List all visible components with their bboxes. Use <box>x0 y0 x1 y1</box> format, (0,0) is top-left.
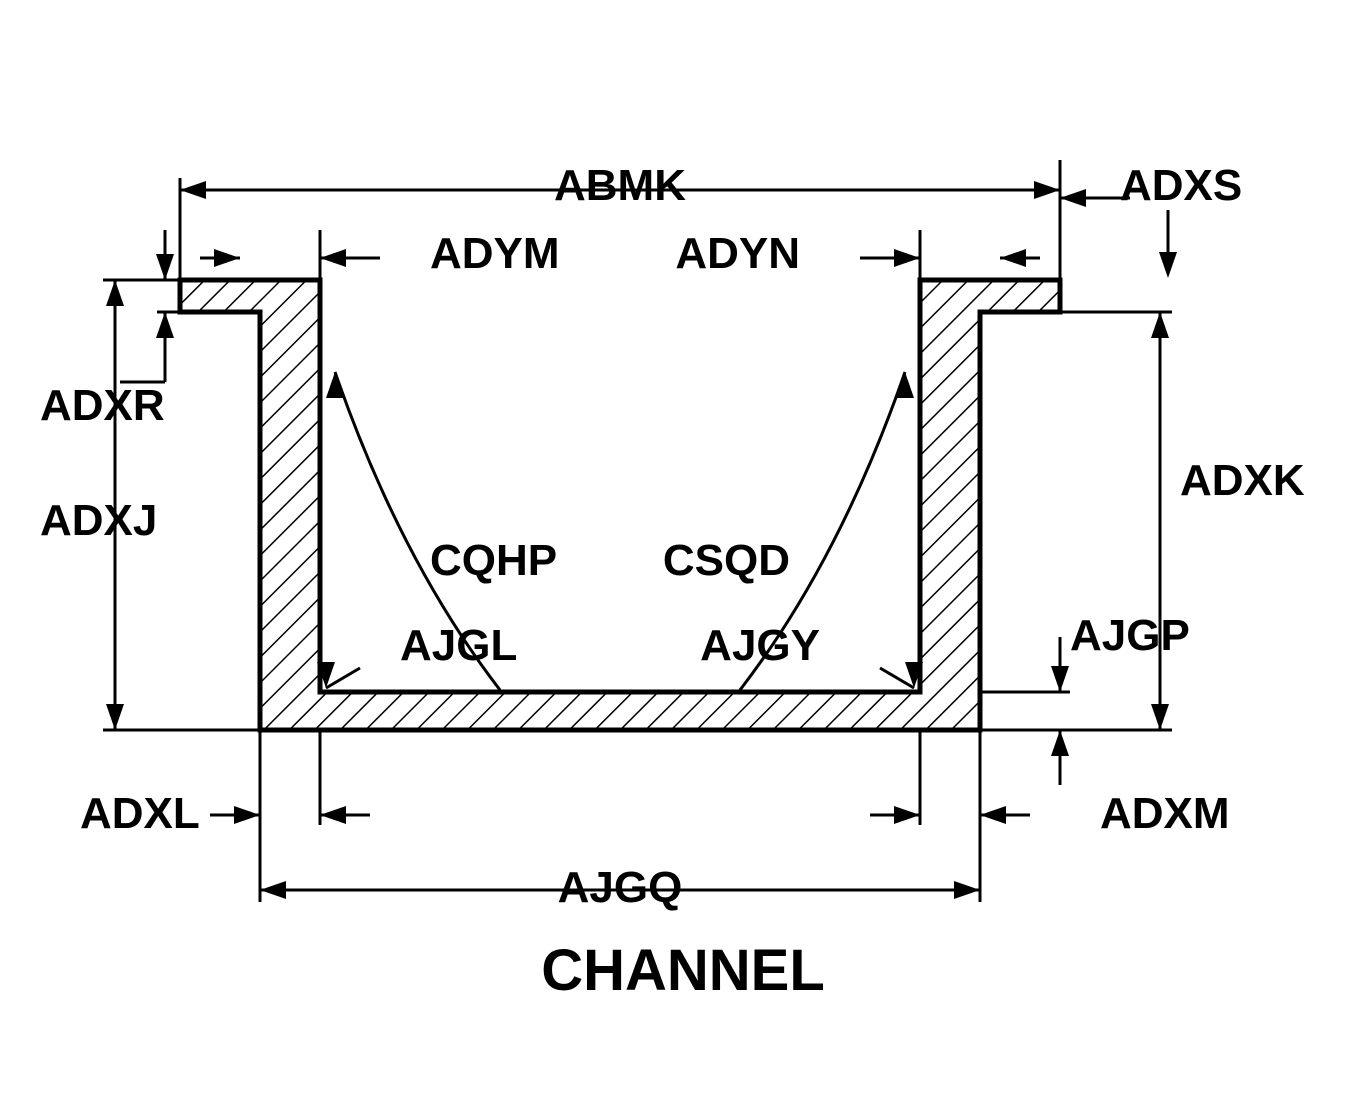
dim-label-adym: ADYM <box>430 229 560 278</box>
dim-label-csqd: CSQD <box>663 536 790 585</box>
dim-label-adxk: ADXK <box>1180 456 1305 505</box>
channel-diagram: ABMK ADXS ADYM ADYN ADXJ ADXR ADXK AJGP ADXL ADXM… <box>0 0 1367 1093</box>
dim-label-adxm: ADXM <box>1100 789 1230 838</box>
dim-label-ajgq: AJGQ <box>558 863 683 912</box>
dimensions: ABMK ADXS ADYM ADYN ADXJ ADXR ADXK AJGP ADXL ADXM… <box>40 160 1305 912</box>
dim-label-adyn: ADYN <box>675 229 800 278</box>
diagram-title: CHANNEL <box>541 938 825 1003</box>
dim-label-adxj: ADXJ <box>40 496 157 545</box>
dim-label-cqhp: CQHP <box>430 536 557 585</box>
dim-label-ajgl: AJGL <box>400 621 517 670</box>
dim-label-adxl: ADXL <box>80 789 200 838</box>
dim-label-abmk: ABMK <box>554 161 686 210</box>
dim-label-ajgy: AJGY <box>700 621 820 670</box>
dim-label-adxs: ADXS <box>1120 161 1242 210</box>
dim-label-ajgp: AJGP <box>1070 611 1190 660</box>
dim-label-adxr: ADXR <box>40 381 165 430</box>
